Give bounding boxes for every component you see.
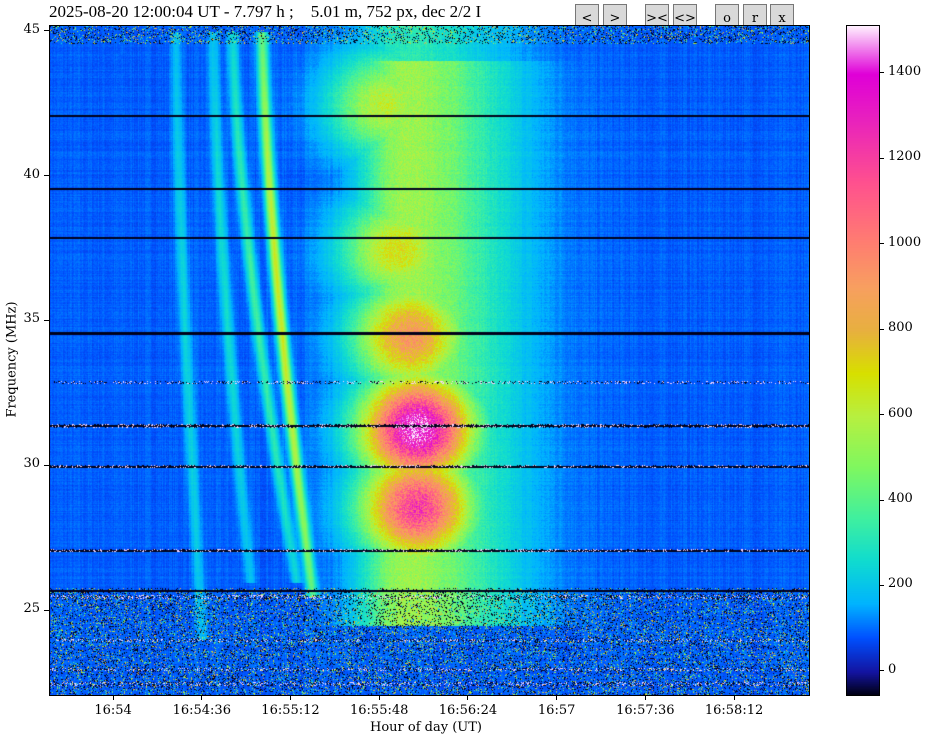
y-tick-mark <box>44 464 49 466</box>
colorbar-tick-mark <box>879 243 884 245</box>
x-tick-mark <box>733 695 735 700</box>
colorbar-tick-label: 800 <box>888 320 913 336</box>
x-tick-mark <box>556 695 558 700</box>
x-tick-label: 16:55:12 <box>261 703 320 718</box>
y-tick-label: 35 <box>23 311 40 327</box>
colorbar-tick-mark <box>879 414 884 416</box>
colorbar-tick-mark <box>879 670 884 672</box>
colorbar-tick-mark <box>879 72 884 74</box>
colorbar <box>846 25 880 696</box>
colorbar-tick-mark <box>879 328 884 330</box>
y-tick-label: 30 <box>23 456 40 472</box>
y-tick-label: 45 <box>23 21 40 37</box>
spectrogram-heatmap <box>49 25 810 696</box>
x-axis-label: Hour of day (UT) <box>370 720 482 735</box>
x-tick-mark <box>201 695 203 700</box>
colorbar-tick-label: 600 <box>888 405 913 421</box>
x-tick-mark <box>467 695 469 700</box>
x-tick-label: 16:58:12 <box>704 703 764 718</box>
x-tick-mark <box>378 695 380 700</box>
x-tick-label: 16:57:36 <box>616 703 675 718</box>
y-tick-label: 25 <box>23 601 40 616</box>
colorbar-tick-label: 1000 <box>888 234 922 250</box>
x-tick-mark <box>112 695 114 700</box>
colorbar-tick-mark <box>879 584 884 586</box>
x-tick-mark <box>644 695 646 700</box>
colorbar-tick-label: 200 <box>888 576 913 592</box>
y-tick-mark <box>44 30 49 32</box>
colorbar-tick-label: 0 <box>888 661 897 677</box>
x-tick-label: 16:56:24 <box>438 703 498 718</box>
x-tick-mark <box>290 695 291 700</box>
y-axis-label: Frequency (MHz) <box>4 301 20 418</box>
colorbar-tick-label: 400 <box>888 491 913 507</box>
plot-title: 2025-08-20 12:00:04 UT - 7.797 h ; 5.01 … <box>49 2 482 21</box>
colorbar-tick-label: 1400 <box>888 63 922 79</box>
y-tick-mark <box>44 175 49 177</box>
y-tick-mark <box>44 609 49 611</box>
y-tick-label: 40 <box>23 166 40 182</box>
x-tick-label: 16:54:36 <box>172 703 231 718</box>
colorbar-tick-mark <box>879 499 884 501</box>
x-tick-label: 16:54 <box>94 703 132 718</box>
y-tick-mark <box>44 319 49 321</box>
x-tick-label: 16:55:48 <box>350 703 409 718</box>
colorbar-tick-mark <box>879 157 884 159</box>
colorbar-tick-label: 1200 <box>888 149 922 165</box>
x-tick-label: 16:57 <box>537 703 576 718</box>
